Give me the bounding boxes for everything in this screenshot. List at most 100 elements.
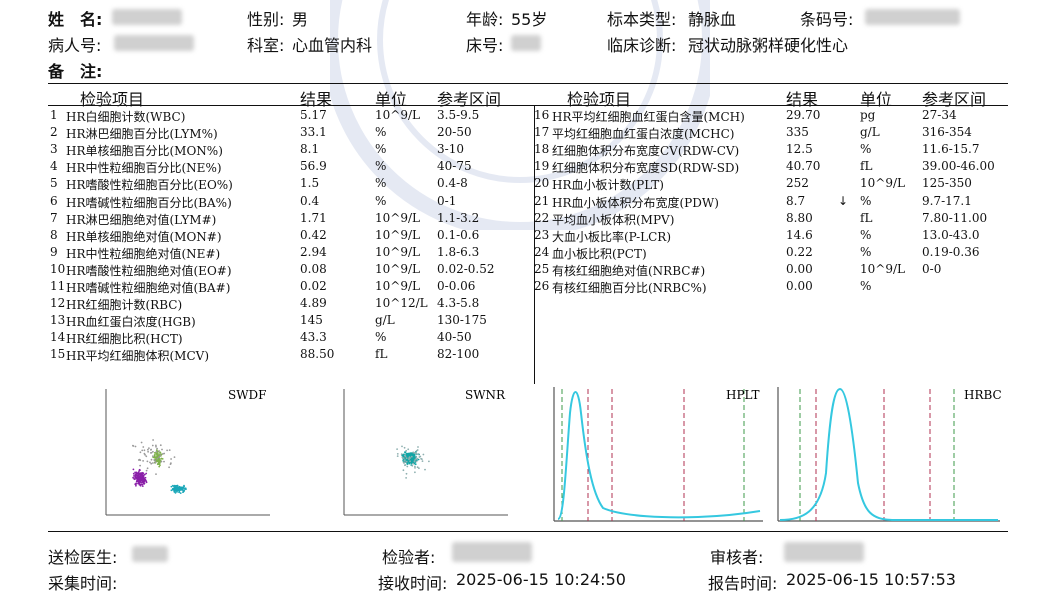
test-reference-range: 316-354 [922, 125, 972, 140]
test-result: 56.9 [300, 159, 327, 174]
scatter-point [173, 456, 176, 458]
test-unit: g/L [860, 125, 880, 140]
test-reference-range: 0-0.06 [437, 279, 476, 293]
test-reference-range: 11.6-15.7 [922, 142, 980, 157]
scatter-point [183, 484, 185, 487]
row-number: 11 [50, 279, 66, 293]
test-unit: fL [375, 347, 388, 362]
scatter-point [175, 487, 178, 490]
scatter-point [151, 444, 154, 447]
test-unit: % [375, 193, 387, 208]
gender-label: 性别: [247, 10, 285, 29]
remark-label: 备 注: [48, 62, 103, 81]
dept-value: 心血管内科 [292, 36, 373, 55]
scatter-point [138, 470, 140, 472]
test-unit: % [860, 142, 872, 157]
scatter-point [142, 446, 145, 448]
swdf-scatter-chart: SWDF [105, 388, 270, 516]
collect-time-label: 采集时间: [48, 574, 118, 593]
scatter-point [155, 450, 158, 453]
header-rule [48, 83, 1008, 84]
scatter-point [418, 467, 420, 470]
test-result: 0.02 [300, 279, 327, 293]
scatter-point [143, 449, 146, 452]
scatter-point [152, 462, 154, 464]
scatter-point [138, 477, 141, 480]
scatter-point [176, 490, 178, 492]
receive-time-value: 2025-06-15 10:24:50 [456, 570, 626, 589]
scatter-point [142, 480, 145, 482]
test-unit: fL [860, 159, 873, 174]
scatter-point [140, 481, 143, 484]
row-number: 17 [534, 125, 550, 140]
scatter-point [405, 457, 408, 460]
test-unit: fL [860, 210, 873, 225]
scatter-point [413, 460, 416, 463]
scatter-point [139, 473, 142, 476]
test-unit: 10^12/L [375, 296, 428, 311]
scatter-point [411, 458, 414, 461]
row-number: 20 [534, 176, 550, 191]
diagnosis-label: 临床诊断: [607, 36, 677, 55]
scatter-point [402, 469, 405, 472]
scatter-point [409, 453, 412, 456]
swdf-title: SWDF [228, 388, 267, 402]
scatter-point [159, 451, 161, 454]
scatter-point [142, 482, 145, 484]
scatter-point [148, 447, 150, 449]
test-reference-range: 3-10 [437, 142, 464, 157]
sample-type-value: 静脉血 [688, 10, 737, 29]
test-result: 43.3 [300, 330, 327, 345]
report-time-label: 报告时间: [708, 574, 778, 593]
hrbc-title: HRBC [964, 388, 1002, 402]
scatter-point [145, 472, 148, 475]
scatter-point [154, 462, 157, 464]
scatter-point [147, 450, 149, 453]
test-result: 12.5 [786, 142, 813, 157]
test-reference-range: 0.1-0.6 [437, 227, 480, 242]
scatter-point [159, 464, 161, 466]
col-item-right: 检验项目 [567, 90, 632, 109]
test-result: 8.1 [300, 142, 320, 157]
test-result: 0.42 [300, 227, 327, 242]
row-number: 21 [534, 193, 550, 208]
test-reference-range: 0-1 [437, 193, 457, 208]
test-name: HR中性粒细胞百分比(NE%) [66, 161, 222, 176]
scatter-point [396, 453, 399, 455]
scatter-point [158, 450, 160, 452]
scatter-point [159, 444, 162, 447]
scatter-point [416, 457, 419, 460]
scatter-point [405, 460, 408, 463]
scatter-point [146, 467, 149, 470]
scatter-point [134, 473, 137, 476]
scatter-point [144, 478, 147, 481]
test-unit: % [860, 244, 872, 259]
patient-name-redacted [112, 9, 182, 25]
test-unit: 10^9/L [375, 261, 420, 276]
test-unit: 10^9/L [860, 261, 905, 276]
scatter-point [410, 455, 413, 458]
test-name: 平均红细胞血红蛋白浓度(MCHC) [552, 127, 735, 142]
scatter-point [160, 460, 163, 463]
test-unit: 10^9/L [375, 210, 420, 225]
swnr-title: SWNR [465, 388, 506, 402]
test-name: 大血小板比率(P-LCR) [552, 229, 672, 244]
row-number: 1 [50, 108, 58, 122]
scatter-point [152, 455, 154, 458]
test-reference-range: 0-0 [922, 261, 942, 276]
col-range-right: 参考区间 [922, 90, 987, 109]
scatter-point [396, 448, 398, 450]
scatter-point [416, 466, 419, 469]
test-reference-range: 1.8-6.3 [437, 244, 480, 259]
test-result: 14.6 [786, 227, 813, 242]
col-unit-right: 单位 [860, 90, 893, 109]
scatter-point [181, 489, 183, 491]
test-name: HR红细胞比积(HCT) [66, 332, 183, 347]
scatter-point [420, 457, 422, 460]
scatter-point [139, 464, 141, 467]
scatter-point [174, 492, 177, 494]
scatter-point [161, 458, 164, 460]
scatter-point [412, 462, 414, 465]
test-reference-range: 0.4-8 [437, 176, 468, 191]
test-name: HR单核细胞百分比(MON%) [66, 144, 223, 159]
